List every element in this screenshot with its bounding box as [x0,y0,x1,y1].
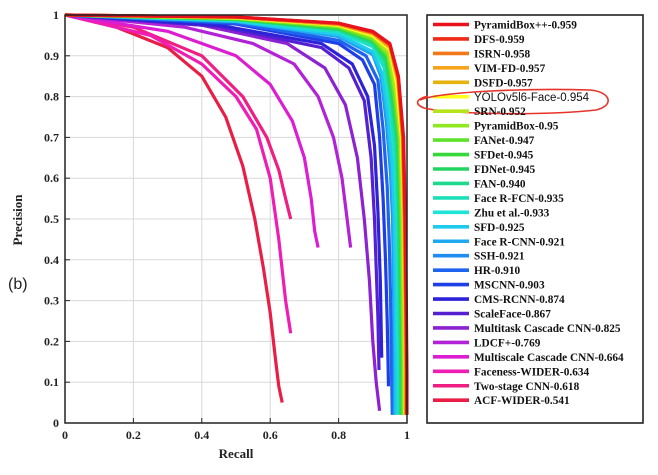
legend-label: VIM-FD-0.957 [474,63,546,75]
y-tick-label: 0.9 [44,49,59,63]
y-tick-label: 0.6 [44,171,59,185]
legend-label: Multiscale Cascade CNN-0.664 [474,352,624,364]
legend-label: FDNet-0.945 [474,164,536,176]
legend-label: DSFD-0.957 [474,77,533,89]
y-tick-label: 0.3 [44,294,59,308]
pr-curve [64,13,384,358]
legend-label: LDCF+-0.769 [474,337,541,349]
highlight-ellipse [416,88,609,115]
legend-label: ScaleFace-0.867 [474,309,551,321]
y-tick-label: 0.7 [44,130,59,144]
x-tick-label: 0.2 [126,428,141,442]
legend-label: ACF-WIDER-0.541 [474,395,570,407]
pr-curve [64,13,353,248]
y-tick-label: 0.5 [44,212,59,226]
pr-curve [64,13,293,220]
y-tick-label: 0.1 [44,375,59,389]
pr-curve [64,13,293,334]
legend-label: Two-stage CNN-0.618 [474,381,580,393]
legend-label: Faceness-WIDER-0.634 [474,366,590,378]
legend: PyramidBox++-0.959 DFS-0.959 ISRN-0.958 VIM… [416,14,644,424]
legend-items: PyramidBox++-0.959 DFS-0.959 ISRN-0.958 VIM… [416,20,624,407]
pr-curve [64,13,320,248]
legend-label: PyramidBox-0.95 [474,121,559,133]
x-tick-label: 1 [404,428,410,442]
legend-label: Zhu et al.-0.933 [474,207,550,219]
x-axis-title: Recall [219,446,254,461]
legend-label: SRN-0.952 [474,106,526,118]
pr-curve [64,13,398,415]
y-axis-ticks: 0 0.1 0.2 0.3 0.4 0.5 0.6 0.7 0.8 0.9 1 [44,8,70,430]
y-tick-label: 0 [53,416,59,430]
legend-label: Face R-CNN-0.921 [474,236,565,248]
curves [64,13,409,415]
y-tick-label: 0.8 [44,90,59,104]
y-tick-label: 0.2 [44,334,59,348]
x-tick-label: 0.6 [263,428,278,442]
pr-curve [64,13,284,403]
legend-label: SFDet-0.945 [474,150,534,162]
x-tick-label: 0.4 [194,428,209,442]
legend-label: MSCNN-0.903 [474,280,545,292]
legend-label: SFD-0.925 [474,222,525,234]
x-tick-label: 0.8 [331,428,346,442]
legend-label: CMS-RCNN-0.874 [474,294,565,306]
y-tick-label: 1 [53,8,59,22]
pr-curve [64,13,391,387]
pr-curve [64,13,382,411]
legend-label: HR-0.910 [474,265,520,277]
plot-area: 0 0.2 0.4 0.6 0.8 1 0 0.1 0.2 0.3 0.4 0.5 0.6 0.7 0.8… [44,8,410,442]
legend-label: ISRN-0.958 [474,48,531,60]
pr-curve [64,13,381,371]
panel-label: (b) [8,276,28,293]
x-axis-ticks: 0 0.2 0.4 0.6 0.8 1 [62,418,410,442]
legend-label: SSH-0.921 [474,251,525,263]
legend-label: FAN-0.940 [474,178,526,190]
legend-label: PyramidBox++-0.959 [474,20,577,32]
legend-label: YOLOv5l6-Face-0.954 [474,92,590,104]
y-tick-label: 0.4 [44,253,59,267]
legend-label: Face R-FCN-0.935 [474,193,564,205]
legend-label: DFS-0.959 [474,34,525,46]
y-axis-title: Precision [10,194,25,246]
legend-label: Multitask Cascade CNN-0.825 [474,323,621,335]
x-tick-label: 0 [62,428,68,442]
legend-label: FANet-0.947 [474,135,535,147]
pr-curve [64,13,394,415]
